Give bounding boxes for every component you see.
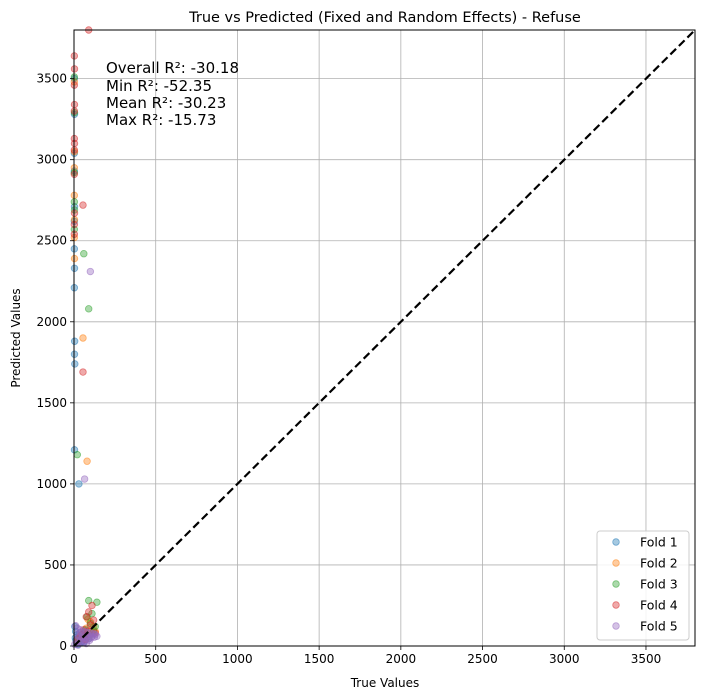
max-r2-label: Max R²: -15.73 <box>106 111 216 129</box>
x-tick-label: 1500 <box>304 652 335 666</box>
chart-title: True vs Predicted (Fixed and Random Effe… <box>188 10 581 26</box>
data-point <box>83 457 91 465</box>
data-point <box>70 337 79 345</box>
legend-label: Fold 5 <box>640 619 678 634</box>
x-tick-label: 0 <box>70 652 78 666</box>
data-point <box>80 475 89 483</box>
series-fold-5 <box>71 267 101 649</box>
legend-label: Fold 1 <box>640 535 678 550</box>
y-axis-ticks: 0 500 1000 1500 2000 2500 3000 3500 <box>36 72 74 653</box>
y-tick-label: 0 <box>59 639 67 653</box>
mean-r2-label: Mean R²: -30.23 <box>106 94 226 112</box>
x-tick-label: 2500 <box>467 652 498 666</box>
y-tick-label: 1000 <box>36 477 67 491</box>
x-tick-label: 500 <box>144 652 167 666</box>
overall-r2-label: Overall R²: -30.18 <box>106 59 239 77</box>
x-tick-label: 3500 <box>631 652 662 666</box>
x-tick-label: 3000 <box>549 652 580 666</box>
y-tick-label: 500 <box>44 558 67 572</box>
data-point <box>80 250 88 258</box>
legend-marker <box>612 559 620 567</box>
data-point <box>75 480 83 488</box>
data-point <box>86 267 95 276</box>
legend-box <box>596 530 690 641</box>
plot-frame <box>73 29 696 647</box>
legend-marker <box>612 601 620 609</box>
reference-diagonal-line <box>73 29 696 647</box>
data-point <box>88 601 96 610</box>
x-axis-label: True Values <box>350 676 420 690</box>
data-point <box>76 628 84 636</box>
legend-label: Fold 4 <box>640 598 678 613</box>
legend-label: Fold 2 <box>640 556 678 571</box>
data-point <box>79 334 87 342</box>
data-point <box>80 637 89 645</box>
data-point <box>73 451 81 459</box>
y-tick-label: 2500 <box>36 234 67 248</box>
y-tick-label: 2000 <box>36 315 67 329</box>
x-tick-label: 1000 <box>222 652 253 666</box>
y-tick-label: 3500 <box>36 72 67 86</box>
x-tick-label: 2000 <box>386 652 417 666</box>
legend-marker <box>612 580 620 588</box>
data-point <box>93 632 101 640</box>
legend-marker <box>612 538 620 546</box>
min-r2-label: Min R²: -52.35 <box>106 77 212 95</box>
legend: Fold 1 Fold 2 Fold 3 Fold 4 Fold 5 <box>596 530 690 641</box>
data-point <box>71 360 79 368</box>
x-axis-ticks: 0 500 1000 1500 2000 2500 3000 3500 <box>70 646 661 666</box>
y-tick-label: 3000 <box>36 153 67 167</box>
data-point <box>86 621 95 629</box>
legend-label: Fold 3 <box>640 577 678 592</box>
data-point <box>79 201 87 209</box>
r-squared-annotation: Overall R²: -30.18 Min R²: -52.35 Mean R… <box>106 59 239 129</box>
data-point <box>79 368 87 376</box>
data-point <box>85 305 93 313</box>
legend-marker <box>612 622 620 630</box>
y-axis-label: Predicted Values <box>9 288 23 387</box>
data-point <box>82 613 90 621</box>
y-tick-label: 1500 <box>36 396 67 410</box>
plot-area: 0 500 1000 1500 2000 2500 3000 3500 0 500 1000 150… <box>36 26 696 666</box>
